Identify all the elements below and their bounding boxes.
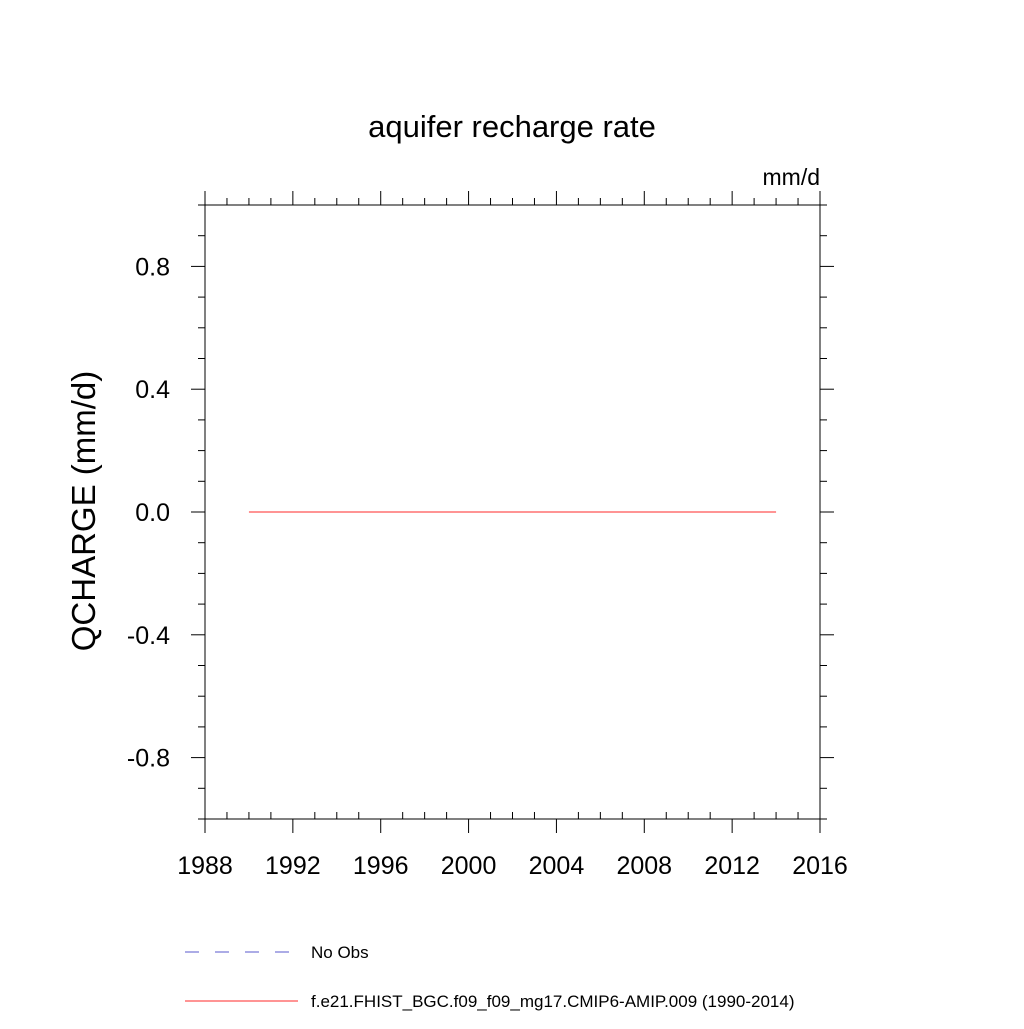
legend: No Obs f.e21.FHIST_BGC.f09_f09_mg17.CMIP6… (185, 943, 795, 1011)
x-tick-label: 1992 (265, 852, 321, 880)
y-tick-label: -0.8 (127, 745, 170, 773)
ticks-layer: 1988 1992 1996 2000 2004 2008 2012 2016 -0.8 -0.4… (127, 191, 848, 880)
y-tick-label: 0.0 (135, 499, 170, 527)
plot-frame (204, 204, 821, 820)
y-axis-label: QCHARGE (mm/d) (65, 371, 102, 652)
x-tick-label: 2016 (792, 852, 848, 880)
x-tick-label: 2012 (704, 852, 760, 880)
y-tick-label: 0.4 (135, 376, 170, 404)
x-tick-label: 2008 (616, 852, 672, 880)
x-tick-label: 2000 (441, 852, 497, 880)
units-label: mm/d (763, 164, 821, 190)
x-tick-label: 1996 (353, 852, 409, 880)
y-tick-label: -0.4 (127, 622, 170, 650)
chart-title: aquifer recharge rate (368, 109, 656, 144)
x-tick-label: 1988 (177, 852, 233, 880)
legend-label: No Obs (311, 943, 369, 962)
legend-label: f.e21.FHIST_BGC.f09_f09_mg17.CMIP6-AMIP.… (311, 992, 795, 1011)
y-tick-label: 0.8 (135, 253, 170, 281)
x-tick-label: 2004 (529, 852, 585, 880)
